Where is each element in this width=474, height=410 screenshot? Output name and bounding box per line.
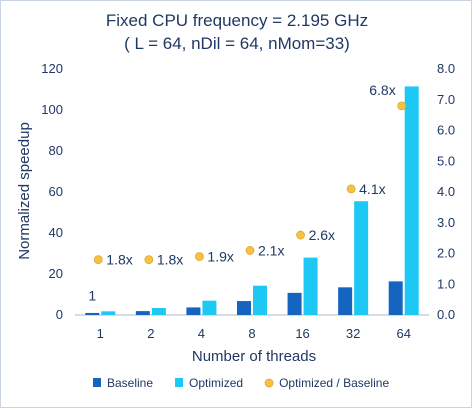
legend-label: Baseline — [107, 376, 153, 390]
ratio-marker — [346, 184, 356, 194]
chart-subtitle: ( L = 64, nDil = 64, nMom=33) — [124, 34, 350, 53]
legend-label: Optimized — [189, 376, 243, 390]
ratio-marker — [245, 246, 255, 255]
bar-optimized — [101, 311, 116, 315]
ratio-label: 2.6x — [309, 227, 335, 243]
legend-swatch-baseline — [93, 378, 101, 387]
x-tick-label: 2 — [147, 326, 154, 341]
y2-tick-label: 3.0 — [437, 215, 455, 230]
ratio-marker — [397, 101, 407, 111]
annotation-label: 1 — [88, 288, 96, 304]
bar-baseline — [338, 287, 353, 315]
ratio-label: 1.8x — [106, 252, 132, 268]
bar-baseline — [237, 301, 251, 315]
y2-tick-label: 4.0 — [437, 184, 455, 199]
bar-optimized — [354, 201, 369, 315]
y2-tick-label: 8.0 — [437, 61, 455, 76]
y-tick-label: 60 — [49, 184, 63, 199]
y2-tick-label: 0.0 — [437, 307, 455, 322]
y-tick-label: 40 — [49, 225, 63, 240]
ratio-label: 1.8x — [157, 252, 183, 268]
bar-baseline — [388, 281, 403, 315]
ratio-label: 4.1x — [359, 181, 385, 197]
bar-baseline — [287, 292, 302, 315]
legend-label: Optimized / Baseline — [279, 376, 389, 390]
bar-baseline — [186, 307, 201, 315]
y2-tick-label: 1.0 — [437, 276, 455, 291]
ratio-marker — [93, 255, 103, 265]
ratio-marker — [296, 230, 305, 240]
y-tick-label: 80 — [49, 143, 63, 158]
ratio-label: 6.8x — [369, 82, 395, 98]
x-tick-label: 32 — [346, 326, 360, 341]
y2-tick-label: 6.0 — [437, 123, 455, 138]
bar-optimized — [303, 257, 318, 315]
plot-area: 0 20 40 60 80 100 120 0.0 1.0 2.0 3.0 4.0 5.0 6.0 7.0 8… — [41, 61, 455, 341]
legend: Baseline Optimized Optimized / Baseline — [93, 376, 389, 390]
x-tick-label: 1 — [97, 326, 104, 341]
bar-optimized — [404, 86, 419, 315]
y2-tick-label: 7.0 — [437, 92, 455, 107]
y2-tick-label: 5.0 — [437, 153, 455, 168]
y-tick-label: 120 — [41, 61, 63, 76]
y-tick-label: 100 — [41, 102, 63, 117]
bar-baseline — [85, 312, 100, 315]
x-tick-label: 4 — [198, 326, 205, 341]
y-axis-label: Normalized speedup — [16, 122, 33, 260]
x-tick-label: 8 — [248, 326, 255, 341]
y-tick-label: 0 — [56, 307, 63, 322]
x-tick-label: 64 — [396, 326, 410, 341]
bar-baseline — [135, 311, 150, 315]
x-axis-label: Number of threads — [192, 348, 316, 365]
bar-optimized — [253, 285, 267, 315]
y-tick-label: 20 — [49, 266, 63, 281]
ratio-marker — [195, 252, 204, 261]
y2-tick-label: 2.0 — [437, 246, 455, 261]
bar-optimized — [202, 300, 217, 315]
ratio-marker — [144, 255, 154, 265]
legend-swatch-optimized — [175, 378, 184, 387]
ratio-label: 1.9x — [207, 249, 233, 265]
ratio-label: 2.1x — [258, 242, 284, 258]
legend-marker-ratio — [264, 378, 274, 388]
bar-optimized — [151, 308, 166, 315]
x-tick-label: 16 — [295, 326, 309, 341]
chart-title: Fixed CPU frequency = 2.195 GHz — [106, 11, 368, 30]
